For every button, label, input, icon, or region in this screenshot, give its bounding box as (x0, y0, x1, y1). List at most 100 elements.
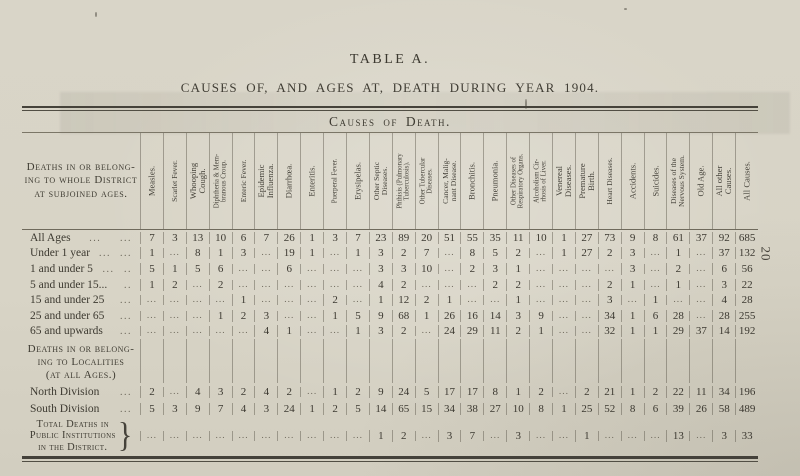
row-label-text: 25 and under 65 (30, 309, 105, 322)
column-header-cell: Other Tubercular Diseases. (414, 133, 438, 229)
value-cell: 1 (620, 325, 644, 338)
value-cell: ... (346, 279, 369, 290)
institutions-row: Total Deaths in Public Institutions in t… (22, 417, 758, 455)
value-cell: ... (552, 310, 575, 321)
value-cell: 255 (735, 309, 758, 322)
value-cell: 8 (483, 385, 506, 398)
value-cell: ... (529, 279, 552, 290)
column-header-cell: Puerperal Fever. (323, 133, 346, 229)
value-cell: ... (437, 279, 461, 290)
value-cell: ... (552, 279, 575, 290)
value-cell: ... (643, 431, 667, 442)
value-cell (735, 339, 758, 384)
value-cell (391, 339, 415, 384)
value-cell: ... (574, 295, 598, 306)
value-cell: 10 (529, 231, 552, 244)
column-header-label: Erysipelas. (352, 162, 363, 200)
column-header-cell: All other Causes. (712, 133, 735, 229)
value-cell: ... (300, 310, 323, 321)
column-header-cell: Premature Birth. (574, 133, 598, 229)
leader-dots: ... (120, 295, 132, 307)
value-cell: 6 (208, 262, 232, 275)
value-cell: ... (140, 431, 163, 442)
column-header-label: Whooping Cough. (187, 162, 207, 200)
value-cell (254, 339, 277, 384)
value-cell: 11 (689, 385, 712, 398)
value-cell: 8 (620, 402, 644, 415)
value-cell: 3 (368, 262, 392, 275)
value-cell: 5 (140, 402, 163, 415)
locality-section-label: Deaths in or belong- ing to Localities (… (27, 342, 135, 381)
value-cell: 9 (368, 385, 392, 398)
column-header-label: Scarlet Fever. (169, 160, 179, 202)
value-cell: ... (231, 279, 255, 290)
column-header-cell: Alcoholism Cir- rhosis of Liver. (529, 133, 552, 229)
column-header-label: Alcoholism Cir- rhosis of Liver. (533, 158, 549, 204)
value-cell (231, 339, 255, 384)
value-cell: 24 (437, 325, 461, 338)
value-cell: 39 (666, 402, 689, 415)
value-cell (620, 339, 644, 384)
column-header-label: Bronchitis. (466, 162, 477, 200)
value-cell: ... (460, 279, 483, 290)
value-cell: 1 (643, 325, 667, 338)
leader-dots: .. (124, 279, 132, 291)
value-cell: 2 (460, 262, 483, 275)
row-label: 15 and under 25... (22, 294, 140, 306)
value-cell: ... (185, 326, 209, 337)
value-cell: 1 (506, 385, 529, 398)
age-row: 5 and under 15..... 1 2... 2...............… (22, 277, 758, 293)
value-cell: 68 (391, 309, 415, 322)
value-cell: ... (529, 295, 552, 306)
value-cell: ... (231, 326, 255, 337)
value-cell: ... (689, 431, 712, 442)
value-cell: ... (300, 326, 323, 337)
value-cell: 3 (620, 247, 644, 260)
value-cell: 28 (735, 294, 758, 307)
value-cell: 38 (460, 402, 483, 415)
value-cell: 26 (437, 309, 461, 322)
value-cell: 89 (391, 231, 415, 244)
column-header-label: Cancer, Malig- nant Disease. (440, 158, 458, 204)
value-cell: ... (162, 326, 186, 337)
column-header-label: Suicides. (650, 165, 661, 197)
value-cell: ... (277, 279, 300, 290)
value-cell: 6 (712, 262, 735, 275)
column-header-label: Venereal Diseases. (553, 164, 573, 198)
stub-header: Deaths in or belong- ing to whole Distri… (24, 160, 138, 200)
value-cell: ... (323, 431, 346, 442)
value-cell: 3 (254, 309, 277, 322)
value-cell: 15 (414, 402, 438, 415)
value-cell: ... (185, 310, 209, 321)
value-cell (162, 339, 186, 384)
column-header-label: Epidemic Influenza. (256, 163, 276, 199)
leader-dots: ... (102, 263, 115, 275)
column-header-label: Pneumonia. (489, 160, 500, 202)
value-cell: 2 (391, 325, 415, 338)
column-header-label: Other Septic Diseases. (371, 161, 389, 201)
row-label-text: 1 and under 5 (30, 262, 93, 275)
value-cell (666, 339, 689, 384)
value-cell: 3 (368, 325, 392, 338)
value-cell: ... (574, 326, 598, 337)
value-cell: ... (254, 279, 277, 290)
value-cell: ... (254, 431, 277, 442)
value-cell: ... (323, 248, 346, 259)
column-header-cell: All Causes. (735, 133, 758, 229)
value-cell: ... (643, 263, 667, 274)
age-row: 15 and under 25............... 1.........… (22, 292, 758, 308)
value-cell: ... (620, 295, 644, 306)
value-cell: ... (414, 279, 438, 290)
value-cell: ... (529, 263, 552, 274)
value-cell: 1 (506, 262, 529, 275)
column-header-cell: Enteric Fever. (231, 133, 255, 229)
value-cell: 3 (506, 430, 529, 443)
value-cell: 2 (643, 385, 667, 398)
age-row: 25 and under 65............ 1 2 3...... 1 5 9 6… (22, 308, 758, 324)
value-cell: 2 (597, 247, 621, 260)
value-cell: 10 (414, 262, 438, 275)
value-cell: 2 (506, 247, 529, 260)
value-cell: 1 (368, 294, 392, 307)
value-cell (483, 339, 506, 384)
value-cell: 1 (300, 231, 323, 244)
